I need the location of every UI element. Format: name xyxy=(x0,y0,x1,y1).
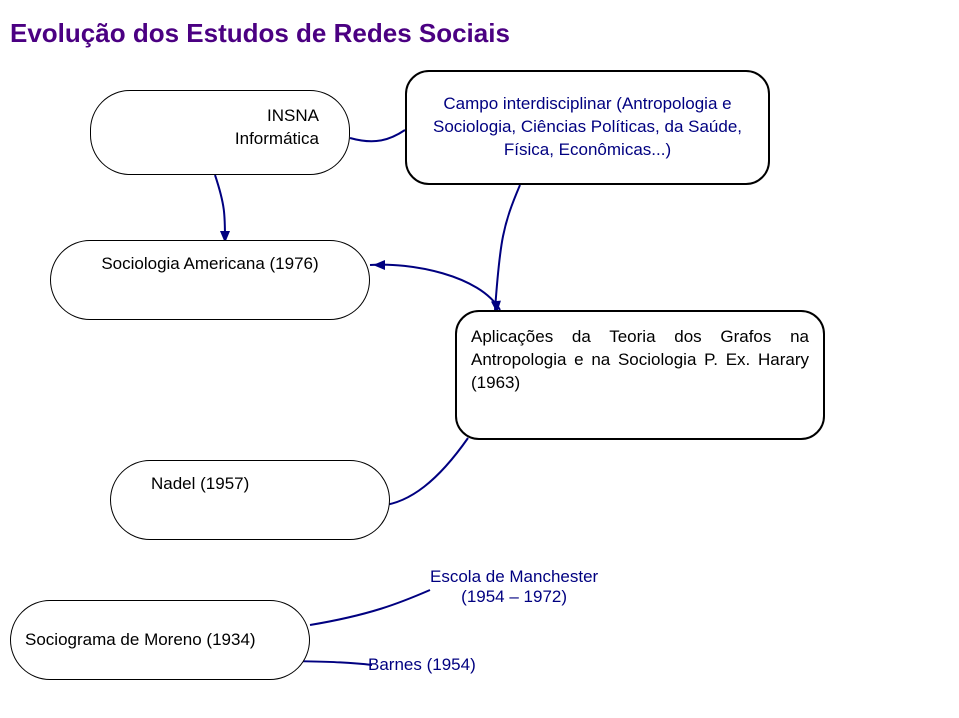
node-insna: INSNA Informática xyxy=(90,90,350,175)
node-sociograma-label: Sociograma de Moreno (1934) xyxy=(25,629,256,652)
node-nadel-label: Nadel (1957) xyxy=(151,473,249,496)
node-insna-label: INSNA Informática xyxy=(235,105,319,151)
node-campo-label: Campo interdisciplinar (Antropologia e S… xyxy=(421,93,754,162)
node-aplicacoes-label: Aplicações da Teoria dos Grafos na Antro… xyxy=(471,326,809,395)
node-sociologia-americana: Sociologia Americana (1976) xyxy=(50,240,370,320)
node-aplicacoes: Aplicações da Teoria dos Grafos na Antro… xyxy=(455,310,825,440)
node-sociograma: Sociograma de Moreno (1934) xyxy=(10,600,310,680)
node-sociologia-americana-label: Sociologia Americana (1976) xyxy=(101,253,318,276)
node-campo: Campo interdisciplinar (Antropologia e S… xyxy=(405,70,770,185)
node-nadel: Nadel (1957) xyxy=(110,460,390,540)
label-barnes: Barnes (1954) xyxy=(368,655,476,675)
page-title: Evolução dos Estudos de Redes Sociais xyxy=(10,18,510,49)
label-escola: Escola de Manchester (1954 – 1972) xyxy=(430,567,598,607)
